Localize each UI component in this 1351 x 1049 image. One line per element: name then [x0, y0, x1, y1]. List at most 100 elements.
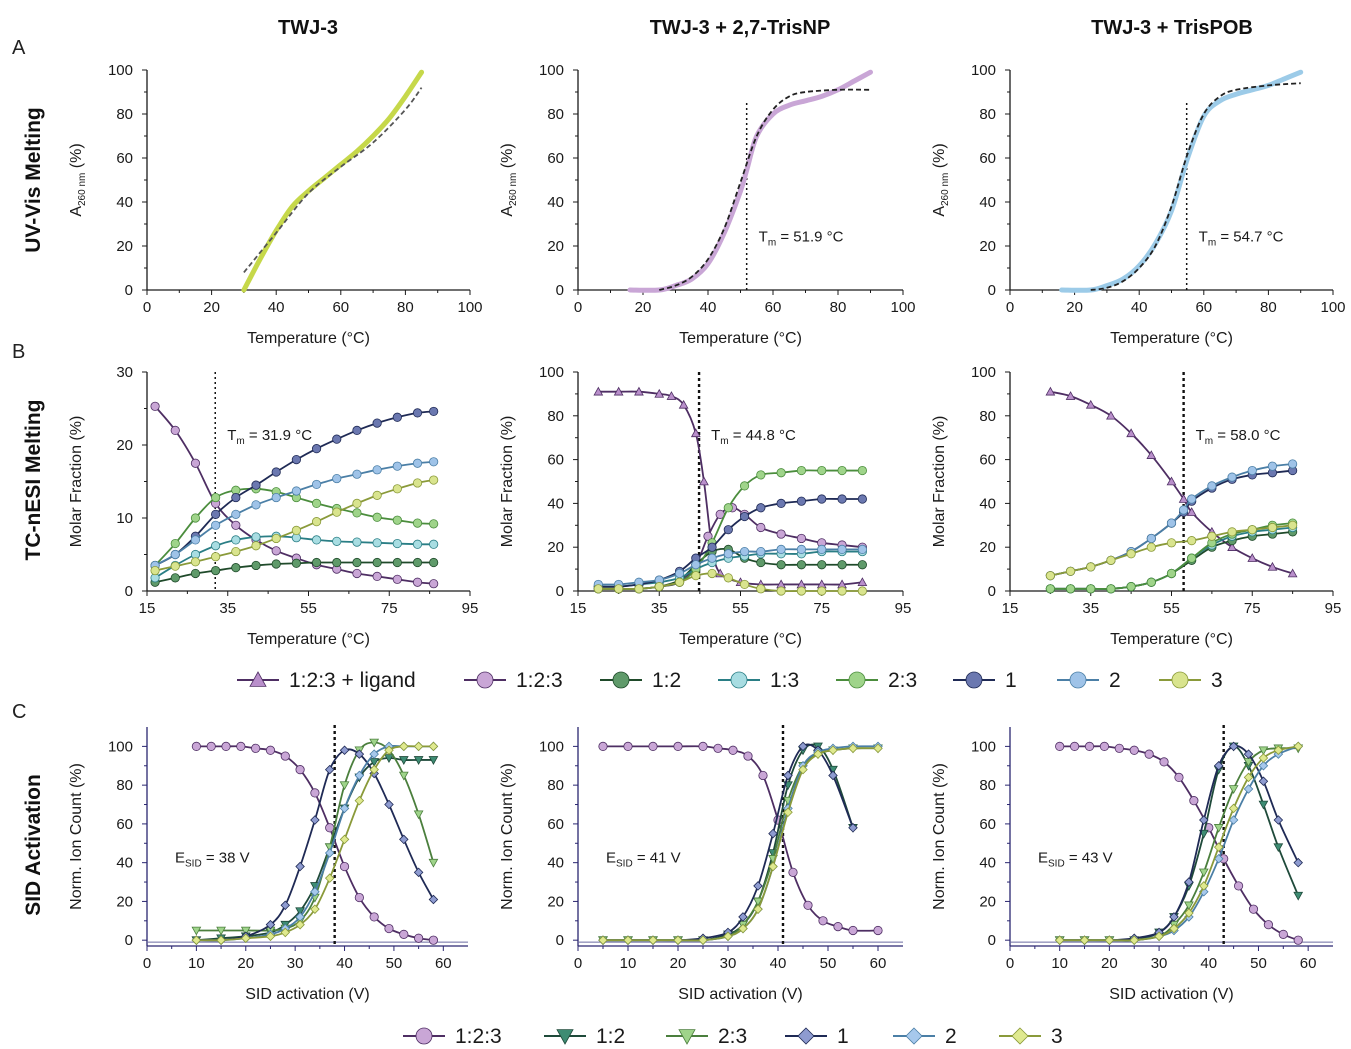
- x-tick-label: 40: [1200, 955, 1217, 972]
- data-point: [1228, 803, 1239, 814]
- x-tick-label: 35: [651, 600, 668, 617]
- x-tick-label: 35: [1082, 600, 1099, 617]
- data-point: [1174, 772, 1184, 782]
- data-point: [251, 541, 261, 551]
- data-point: [796, 586, 807, 596]
- data-point: [1179, 505, 1189, 515]
- data-point: [1263, 920, 1274, 930]
- data-point: [1273, 843, 1284, 853]
- data-point: [623, 741, 633, 751]
- column-title-trisnp: TWJ-3 + 2,7-TrisNP: [650, 17, 831, 39]
- data-point: [236, 741, 246, 751]
- x-tick-label: 0: [574, 299, 582, 316]
- data-point: [1228, 815, 1239, 825]
- legend-label: 3: [1051, 1025, 1063, 1048]
- data-point: [1247, 465, 1257, 476]
- data-point: [1267, 461, 1278, 471]
- x-tick-label: 40: [700, 299, 717, 316]
- legend-label: 1: [1005, 669, 1017, 692]
- y-tick-label: 40: [116, 194, 133, 211]
- data-point: [837, 494, 847, 504]
- data-point: [311, 557, 322, 568]
- x-tick-label: 75: [1244, 600, 1261, 617]
- x-tick-label: 10: [188, 955, 205, 972]
- data-point: [678, 399, 689, 409]
- data-point: [429, 557, 439, 568]
- y-axis-label: A260 nm (%): [931, 143, 951, 216]
- data-point: [428, 894, 439, 905]
- data-point: [311, 535, 322, 545]
- data-point: [251, 500, 261, 510]
- data-point: [1099, 741, 1110, 751]
- y-tick-label: 100: [108, 62, 133, 79]
- y-tick-label: 60: [979, 452, 996, 469]
- data-point: [251, 532, 261, 542]
- data-point: [803, 900, 813, 910]
- data-point: [412, 539, 423, 549]
- y-tick-label: 80: [547, 777, 564, 794]
- data-point: [324, 764, 335, 775]
- data-point: [271, 559, 281, 569]
- data-point: [796, 465, 807, 476]
- data-point: [324, 848, 335, 858]
- x-tick-label: 0: [143, 955, 151, 972]
- y-tick-label: 0: [556, 583, 564, 600]
- y-axis-label: Norm. Ion Count (%): [499, 763, 516, 910]
- legend-label: 1:2: [596, 1025, 625, 1048]
- panel-letter-c: C: [12, 701, 26, 723]
- data-point: [1207, 481, 1217, 491]
- data-point: [170, 538, 180, 549]
- data-point: [291, 558, 301, 568]
- series-line-1: [603, 743, 854, 942]
- x-tick-label: 30: [720, 955, 737, 972]
- data-point: [206, 741, 216, 751]
- data-point: [634, 386, 644, 396]
- data-point: [776, 529, 786, 539]
- y-tick-label: 30: [116, 364, 133, 381]
- data-point: [211, 565, 221, 576]
- y-tick-label: 60: [979, 150, 996, 167]
- chart-a1: 0 20 40 60 80 100 0 20 40 60 80 100 Temperature (°C)…: [68, 62, 483, 347]
- data-point: [1169, 912, 1179, 922]
- threshold-annotation: Tm = 44.8 °C: [711, 427, 796, 447]
- data-point: [216, 935, 226, 945]
- panel-letter-a: A: [12, 37, 26, 59]
- data-point: [251, 743, 261, 753]
- series-line-1-2-3: [603, 745, 879, 932]
- y-tick-label: 40: [979, 194, 996, 211]
- data-point: [291, 486, 301, 496]
- data-point: [295, 765, 305, 775]
- y-tick-label: 0: [125, 932, 133, 949]
- data-point: [1079, 935, 1090, 945]
- x-tick-label: 75: [813, 600, 830, 617]
- x-tick-label: 20: [1066, 299, 1083, 316]
- y-tick-label: 80: [116, 106, 133, 123]
- data-point: [1228, 785, 1239, 795]
- data-point: [271, 492, 281, 503]
- data-point: [739, 579, 750, 590]
- data-point: [654, 582, 664, 592]
- data-point: [413, 810, 424, 820]
- data-point: [1114, 743, 1124, 753]
- x-tick-label: 55: [732, 600, 749, 617]
- data-point: [211, 520, 221, 530]
- data-point: [352, 537, 362, 547]
- data-point: [758, 770, 768, 781]
- legend-label: 2: [1109, 669, 1121, 692]
- y-axis-label: Molar Fraction (%): [499, 416, 516, 548]
- data-point: [1243, 749, 1254, 759]
- y-tick-label: 80: [979, 106, 996, 123]
- data-point: [1227, 542, 1237, 551]
- data-point: [699, 476, 709, 486]
- x-tick-label: 60: [870, 955, 887, 972]
- data-point: [788, 867, 798, 877]
- data-point: [1227, 472, 1237, 482]
- legend-marker: [797, 1027, 815, 1045]
- data-point: [265, 931, 276, 942]
- x-axis-label: Temperature (°C): [247, 330, 370, 347]
- data-point: [728, 745, 738, 755]
- data-point: [1065, 566, 1076, 576]
- legend-marker: [730, 671, 748, 689]
- data-point: [743, 751, 753, 761]
- data-point: [265, 919, 276, 930]
